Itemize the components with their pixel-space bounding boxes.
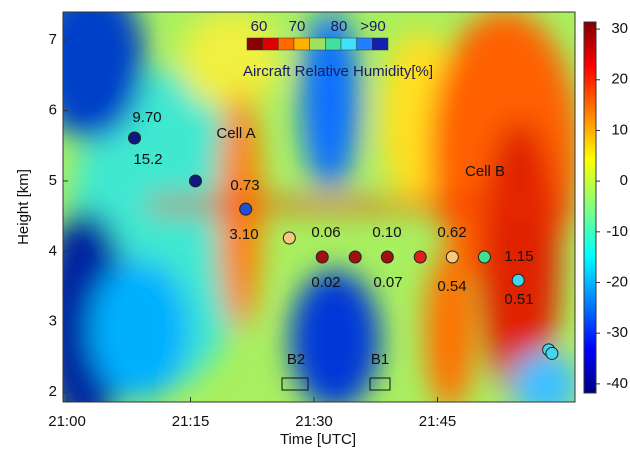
y-tick-label: 3 [49, 313, 57, 330]
colorbar-tick-label: 20 [611, 71, 628, 88]
annotation: 15.2 [133, 151, 162, 168]
legend-label: 80 [331, 18, 348, 35]
plot-frame [62, 11, 576, 403]
colorbar-tick-label: 30 [611, 20, 628, 37]
annotation: 0.51 [504, 291, 533, 308]
y-tick-label: 6 [49, 102, 57, 119]
legend-swatch [340, 37, 357, 51]
x-tick-label: 21:15 [172, 413, 210, 430]
legend-swatch [293, 37, 310, 51]
legend-swatch [246, 37, 263, 51]
annotation: Cell B [465, 163, 505, 180]
aircraft-point [413, 250, 427, 264]
annotation: 0.02 [311, 274, 340, 291]
colorbar-tick-label: -20 [606, 273, 628, 290]
annotation: Cell A [216, 125, 255, 142]
colorbar-tick-label: -30 [606, 324, 628, 341]
aircraft-point [282, 231, 296, 245]
legend-swatch [325, 37, 342, 51]
colorbar-tick-label: 10 [611, 121, 628, 138]
box-b1 [369, 377, 391, 391]
box-b2 [281, 377, 309, 391]
annotation: 0.07 [373, 274, 402, 291]
y-tick-label: 2 [49, 383, 57, 400]
annotation: B1 [371, 351, 389, 368]
aircraft-point [380, 250, 394, 264]
colorbar-tick-label: -10 [606, 223, 628, 240]
colorbar [583, 21, 597, 394]
x-axis-label: Time [UTC] [280, 431, 356, 448]
annotation: 0.73 [230, 177, 259, 194]
y-tick-label: 4 [49, 242, 57, 259]
annotation: 0.62 [437, 224, 466, 241]
x-tick-label: 21:00 [48, 413, 86, 430]
aircraft-point [545, 346, 559, 360]
annotation: B2 [287, 351, 305, 368]
reflectivity-field [63, 12, 575, 402]
colorbar-tick-label: -40 [606, 375, 628, 392]
annotation: 1.15 [504, 248, 533, 265]
legend-swatch [372, 37, 389, 51]
x-tick-label: 21:45 [419, 413, 457, 430]
aircraft-point [128, 131, 142, 145]
annotation: 9.70 [132, 109, 161, 126]
colorbar-tick-label: 0 [620, 172, 628, 189]
legend-swatch [309, 37, 326, 51]
legend-label: 60 [251, 18, 268, 35]
annotation: 0.54 [437, 278, 466, 295]
legend-label: 70 [289, 18, 306, 35]
aircraft-point [239, 202, 253, 216]
aircraft-point [477, 250, 491, 264]
aircraft-point [315, 250, 329, 264]
annotation: 0.10 [372, 224, 401, 241]
annotation: 0.06 [311, 224, 340, 241]
y-tick-label: 5 [49, 172, 57, 189]
aircraft-point [188, 174, 202, 188]
y-axis-label: Height [km] [15, 169, 32, 245]
annotation: 3.10 [229, 226, 258, 243]
legend-swatch [356, 37, 373, 51]
x-tick-label: 21:30 [295, 413, 333, 430]
y-tick-label: 7 [49, 31, 57, 48]
legend-title: Aircraft Relative Humidity[%] [243, 63, 433, 80]
aircraft-point [445, 250, 459, 264]
legend-label: >90 [360, 18, 385, 35]
legend-swatch [262, 37, 279, 51]
legend-swatch [278, 37, 295, 51]
aircraft-point [348, 250, 362, 264]
aircraft-point [511, 273, 525, 287]
